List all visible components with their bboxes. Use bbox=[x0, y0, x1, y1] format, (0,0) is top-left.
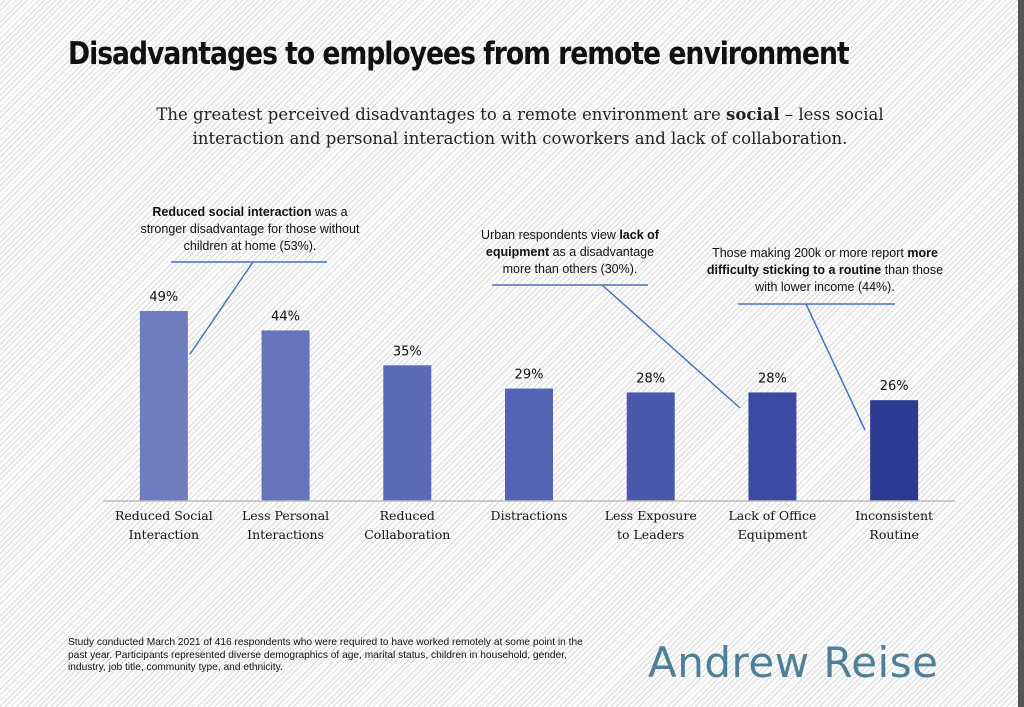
bar bbox=[261, 330, 310, 501]
annotation-routine: Those making 200k or more report more di… bbox=[706, 246, 944, 294]
bar bbox=[505, 388, 553, 501]
subtitle-bold: social bbox=[726, 105, 780, 124]
subtitle: The greatest perceived disadvantages to … bbox=[120, 103, 920, 151]
category-label: Equipment bbox=[738, 527, 808, 542]
data-label: 49% bbox=[149, 290, 178, 305]
logo: Andrew Reise bbox=[648, 638, 939, 687]
category-label: Less Exposure bbox=[605, 508, 697, 523]
subtitle-text: The greatest perceived disadvantages to … bbox=[156, 105, 727, 124]
frame-border bbox=[1018, 0, 1024, 707]
annotation-leader bbox=[805, 303, 866, 431]
data-label: 44% bbox=[271, 309, 300, 324]
category-label: Reduced Social bbox=[115, 508, 213, 523]
category-label: Reduced bbox=[380, 508, 435, 523]
category-label: Interaction bbox=[129, 527, 199, 542]
annotation-leader bbox=[189, 261, 254, 355]
category-label: to Leaders bbox=[617, 527, 684, 542]
category-label: Lack of Office bbox=[728, 508, 816, 523]
annotation-equipment: Urban respondents view lack of equipment… bbox=[481, 228, 659, 276]
bar bbox=[870, 400, 919, 501]
annotation-social: Reduced social interaction was a stronge… bbox=[140, 205, 360, 253]
data-label: 28% bbox=[758, 371, 787, 386]
annotation-leader bbox=[601, 284, 741, 409]
bar bbox=[139, 311, 188, 501]
category-label: Inconsistent bbox=[855, 508, 933, 523]
page-title: Disadvantages to employees from remote e… bbox=[68, 36, 850, 72]
data-label: 28% bbox=[636, 371, 665, 386]
category-label: Routine bbox=[869, 527, 918, 542]
category-label: Interactions bbox=[247, 527, 324, 542]
data-label: 35% bbox=[393, 344, 422, 359]
category-label: Less Personal bbox=[242, 508, 329, 523]
bar bbox=[626, 392, 675, 501]
category-label: Distractions bbox=[491, 508, 568, 523]
bar bbox=[748, 392, 797, 501]
category-label: Collaboration bbox=[364, 527, 450, 542]
subtitle-text-end: – less social interaction and personal i… bbox=[192, 105, 884, 148]
footnote: Study conducted March 2021 of 416 respon… bbox=[68, 637, 583, 673]
data-label: 29% bbox=[515, 368, 544, 383]
data-label: 26% bbox=[880, 379, 909, 394]
bar bbox=[383, 365, 432, 501]
